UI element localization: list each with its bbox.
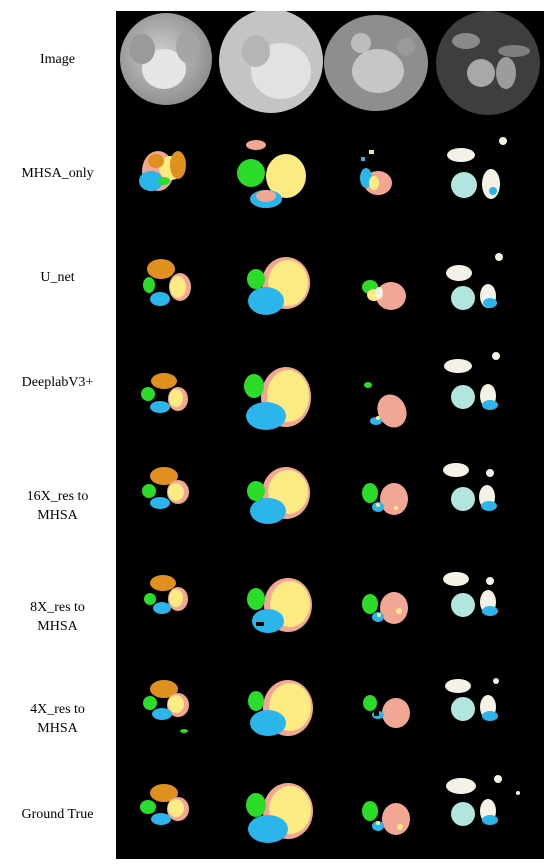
ct-image-3	[324, 15, 428, 111]
seg-16x-4	[443, 463, 497, 511]
row-label-4x: 4X_res to MHSA	[30, 702, 85, 736]
seg-deeplab-2	[244, 367, 311, 430]
seg-16x-2	[247, 467, 310, 524]
seg-unet-1	[143, 259, 191, 306]
seg-deeplab-1	[141, 373, 188, 413]
row-label-deeplab: DeeplabV3+	[21, 375, 94, 390]
seg-8x-3	[362, 592, 408, 624]
seg-mhsa-only-4	[447, 137, 507, 199]
seg-deeplab-3	[364, 382, 407, 428]
seg-deeplab-4	[444, 352, 500, 410]
row-labels: Image MHSA_only U_net DeeplabV3+ 16X_res…	[0, 0, 115, 866]
seg-mhsa-only-2	[237, 140, 306, 208]
seg-16x-1	[142, 467, 189, 509]
seg-8x-1	[144, 575, 188, 614]
seg-4x-1	[143, 680, 189, 733]
seg-ground-truth-1	[140, 784, 189, 825]
ct-image-2	[219, 11, 323, 113]
seg-4x-2	[248, 680, 313, 736]
seg-8x-4	[443, 572, 498, 617]
seg-8x-2	[247, 578, 312, 633]
seg-4x-3	[363, 695, 410, 728]
seg-16x-3	[362, 483, 408, 515]
seg-4x-4	[445, 678, 499, 721]
ct-image-1	[120, 13, 212, 105]
segmentation-figure	[120, 11, 540, 843]
segmentation-grid	[116, 11, 544, 859]
row-label-unet: U_net	[40, 270, 75, 285]
row-label-8x: 8X_res to MHSA	[30, 600, 85, 634]
seg-ground-truth-3	[362, 801, 410, 835]
seg-unet-4	[446, 253, 503, 310]
seg-mhsa-only-1	[139, 151, 186, 191]
row-label-ground-truth: Ground True	[21, 807, 94, 822]
seg-unet-2	[247, 257, 310, 315]
seg-ground-truth-2	[246, 783, 313, 843]
row-label-16x: 16X_res to MHSA	[26, 489, 89, 523]
seg-mhsa-only-3	[360, 150, 392, 195]
seg-ground-truth-4	[446, 775, 520, 826]
row-label-image: Image	[40, 52, 75, 67]
row-label-mhsa-only: MHSA_only	[21, 166, 94, 181]
ct-image-4	[436, 11, 540, 115]
seg-unet-3	[362, 280, 406, 310]
